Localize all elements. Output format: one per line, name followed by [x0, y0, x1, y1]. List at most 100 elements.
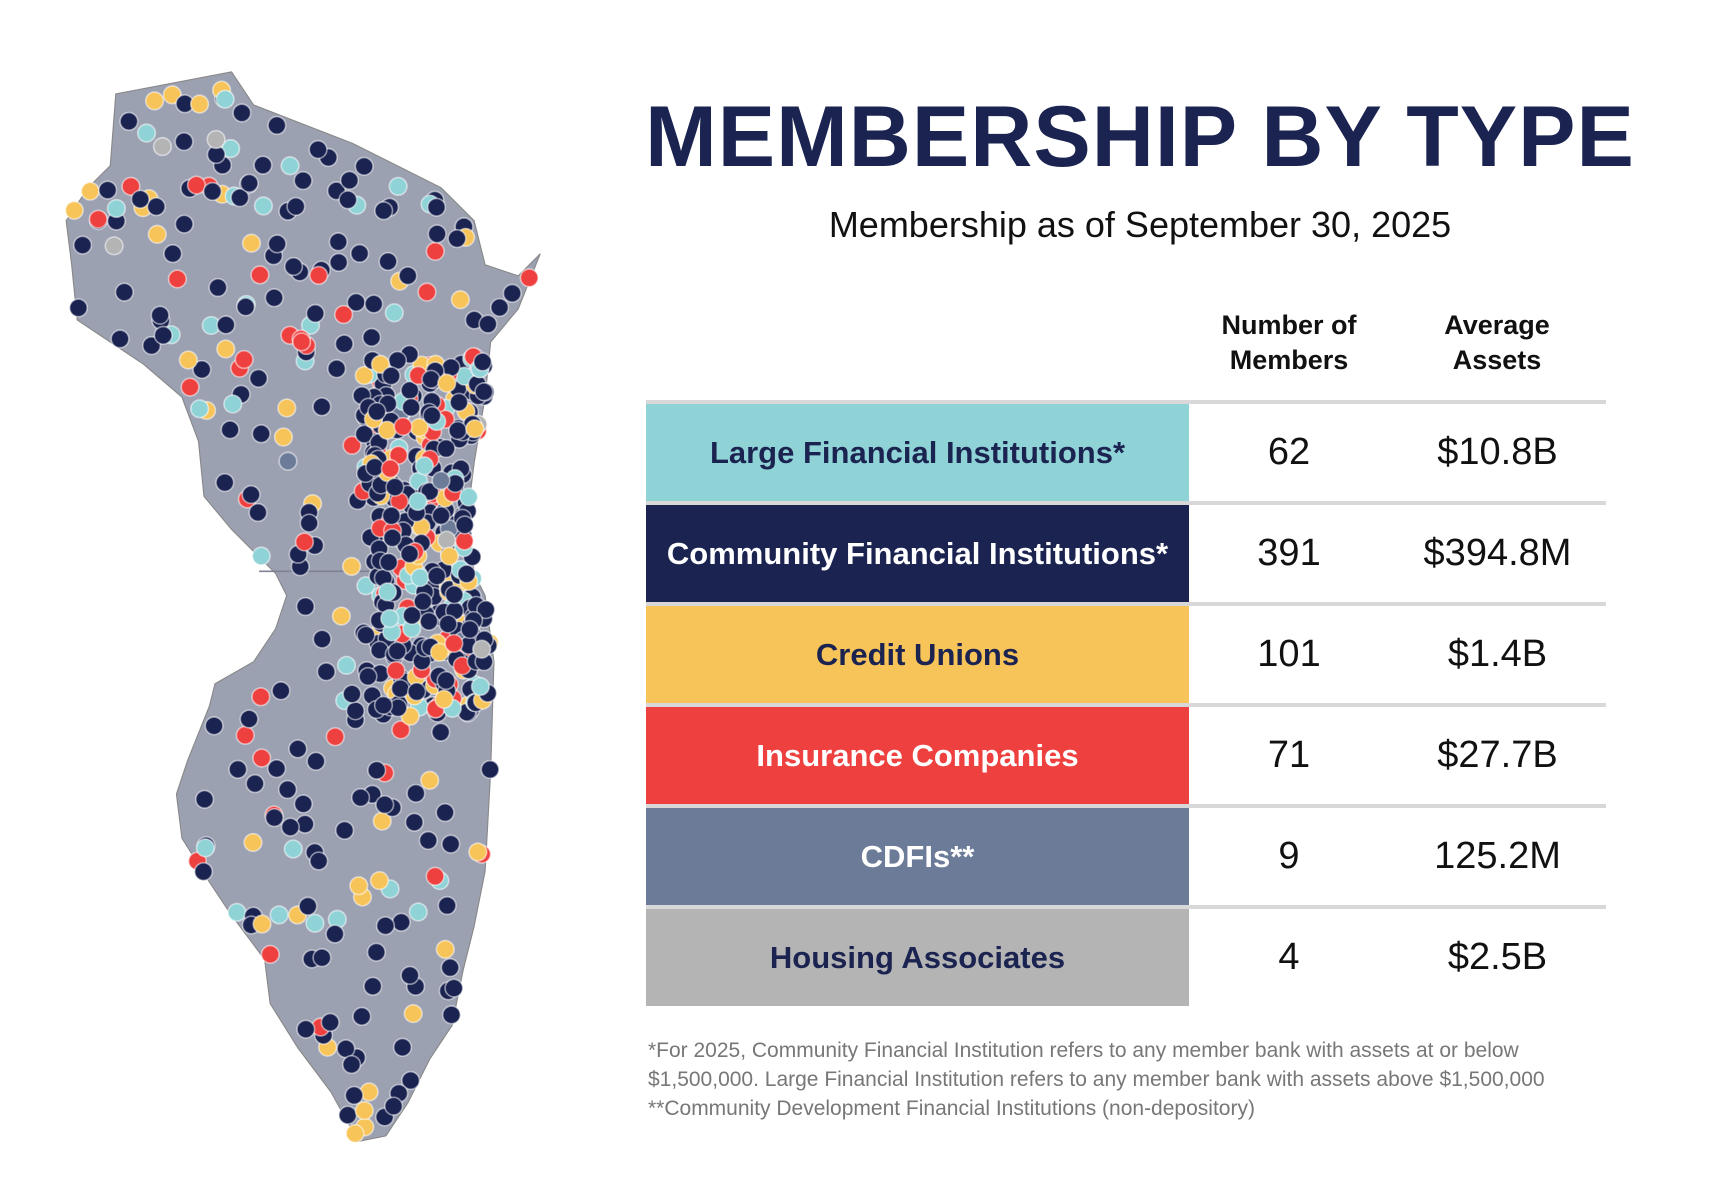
member-dot: [418, 830, 438, 851]
member-dot: [327, 359, 347, 379]
member-dot: [410, 567, 430, 588]
member-dot: [441, 834, 461, 854]
column-header-line: Members: [1229, 345, 1349, 375]
column-header-line: Number of: [1221, 310, 1357, 340]
member-dot: [342, 684, 362, 704]
row-label: Insurance Companies: [646, 707, 1189, 804]
member-dot: [434, 689, 454, 709]
member-dot: [298, 896, 318, 916]
member-dot: [472, 352, 493, 372]
member-dot: [374, 201, 394, 221]
table-row: CDFIs** 9 125.2M: [646, 804, 1606, 905]
member-dot: [431, 470, 451, 491]
page-subtitle: Membership as of September 30, 2025: [828, 204, 1452, 245]
member-dot: [286, 196, 306, 217]
member-dot: [316, 662, 336, 682]
member-dot: [338, 190, 358, 210]
member-dot: [308, 139, 328, 160]
member-dot: [341, 556, 362, 577]
member-dot: [339, 170, 360, 190]
member-dot: [216, 339, 236, 359]
member-dot: [455, 515, 475, 535]
member-dot: [189, 94, 210, 114]
member-dot: [291, 332, 312, 352]
page-title: MEMBERSHIP BY TYPE: [645, 89, 1635, 185]
member-dot: [344, 1085, 364, 1106]
column-header-members: Number of Members: [1189, 308, 1389, 378]
member-dot: [427, 224, 447, 244]
member-count: 71: [1267, 734, 1311, 776]
member-dot: [378, 251, 398, 272]
member-dot: [336, 655, 357, 676]
member-dot: [366, 942, 387, 962]
member-dot: [293, 170, 313, 191]
member-dot: [393, 416, 413, 437]
average-assets: $27.7B: [1437, 734, 1558, 776]
member-dot: [387, 641, 407, 661]
member-dot: [88, 209, 108, 229]
member-dot: [320, 1012, 340, 1032]
member-dot: [195, 838, 216, 858]
member-dot: [250, 265, 270, 285]
member-dot: [350, 787, 371, 808]
member-dot: [436, 438, 456, 459]
member-dot: [369, 870, 390, 891]
table-row: Insurance Companies 71 $27.7B: [646, 703, 1606, 804]
member-dot: [345, 701, 366, 721]
member-dot: [421, 369, 441, 389]
member-dot: [338, 1105, 358, 1125]
member-dot: [377, 582, 398, 602]
member-dot: [431, 722, 451, 742]
member-dot: [202, 181, 223, 202]
footnote: **Community Development Financial Instit…: [648, 1097, 1255, 1120]
member-dot: [98, 180, 118, 200]
member-dot: [325, 727, 345, 747]
member-dot: [329, 252, 349, 273]
member-dot: [299, 513, 319, 533]
member-dot: [437, 895, 457, 916]
member-dot: [234, 349, 254, 370]
member-dot: [426, 197, 447, 217]
member-dot: [437, 373, 457, 393]
member-dot: [72, 235, 93, 255]
member-dot: [354, 1100, 374, 1121]
member-dot: [252, 914, 272, 934]
member-dot: [253, 155, 273, 175]
table-row: Large Financial Institutions* 62 $10.8B: [646, 400, 1606, 501]
member-dot: [350, 243, 370, 264]
member-dot: [180, 377, 200, 397]
member-dot: [68, 298, 89, 318]
member-dot: [251, 424, 271, 444]
member-dot: [220, 420, 240, 440]
member-dot: [235, 725, 255, 745]
member-dot: [208, 277, 228, 298]
member-dot: [283, 839, 303, 859]
member-dot: [232, 103, 252, 123]
member-dot: [309, 851, 329, 871]
member-dot: [248, 368, 269, 388]
member-dot: [305, 303, 325, 324]
member-dot: [427, 566, 447, 586]
member-dot: [429, 642, 450, 662]
member-dot: [306, 751, 326, 771]
member-dot: [152, 136, 173, 157]
member-dot: [241, 484, 261, 505]
member-dot: [136, 123, 157, 143]
member-dot: [273, 427, 294, 447]
member-dot: [251, 687, 271, 707]
membership-table: Large Financial Institutions* 62 $10.8B Co…: [646, 400, 1606, 1006]
member-dot: [437, 530, 457, 550]
member-dot: [391, 912, 411, 932]
member-dot: [398, 266, 418, 286]
row-label: Community Financial Institutions*: [646, 505, 1189, 602]
member-dot: [349, 876, 369, 896]
member-dot: [110, 329, 130, 349]
member-dot: [243, 832, 263, 853]
member-dot: [381, 506, 402, 526]
member-dot: [305, 913, 325, 933]
member-dot: [441, 1005, 462, 1025]
member-dot: [401, 397, 421, 418]
member-dot: [407, 682, 427, 702]
member-dot: [146, 196, 166, 217]
